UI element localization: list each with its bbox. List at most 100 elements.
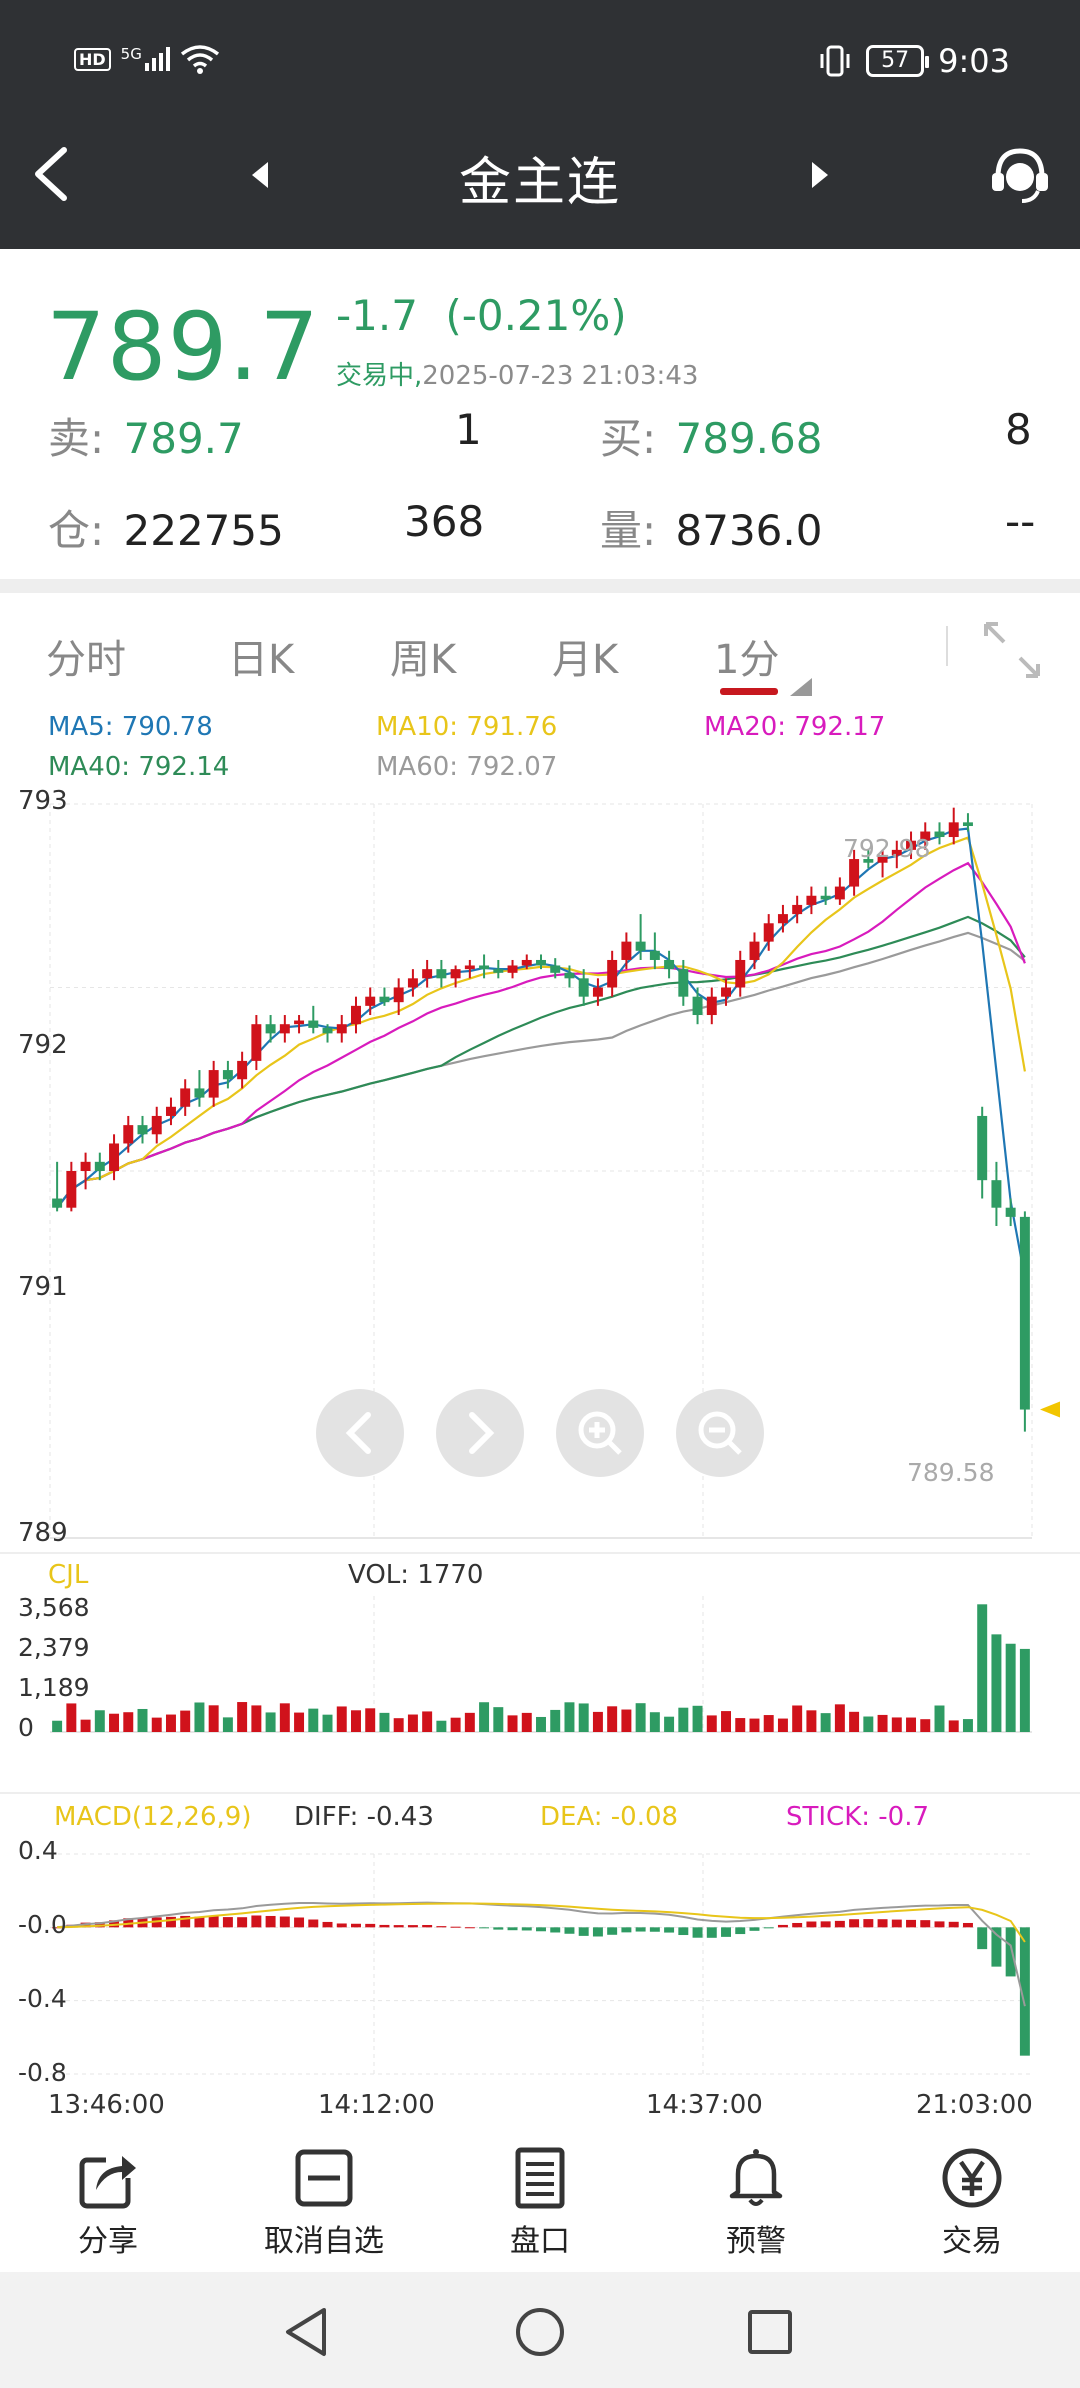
macd-stick: [464, 1927, 475, 1929]
macd-stick: [436, 1926, 447, 1928]
volume-axis-label: 0: [18, 1713, 34, 1742]
buy-price: 789.68: [675, 414, 823, 463]
sell-qty: 1: [455, 405, 482, 454]
tab-daily-k[interactable]: 日K: [228, 637, 295, 683]
volume-bar: [749, 1718, 760, 1732]
candle-body: [592, 987, 603, 997]
candle-body: [649, 950, 660, 960]
candle-body: [294, 1020, 305, 1025]
candle-body: [507, 965, 518, 973]
section-divider: [0, 579, 1080, 593]
system-back-icon[interactable]: [282, 2306, 330, 2358]
macd-stick: [820, 1921, 831, 1928]
volume-bar: [180, 1710, 191, 1732]
candle-body: [436, 969, 447, 979]
zoom-in-button[interactable]: [554, 1387, 646, 1479]
time-axis-label: 14:12:00: [318, 2090, 435, 2120]
share-button[interactable]: 分享: [28, 2146, 188, 2260]
volume-bar: [735, 1718, 746, 1732]
system-home-icon[interactable]: [514, 2306, 566, 2358]
candle-body: [1005, 1207, 1016, 1217]
diff-line: [56, 1901, 1026, 2007]
sell-price: 789.7: [123, 414, 244, 463]
volume-bar: [820, 1713, 831, 1732]
period-dropdown-icon[interactable]: [790, 678, 812, 696]
candle-body: [151, 1115, 162, 1135]
candle-body: [109, 1143, 120, 1171]
macd-stick: [649, 1927, 660, 1932]
volume-bar: [777, 1718, 788, 1732]
volume-bar: [977, 1604, 988, 1732]
volume-bar: [792, 1705, 803, 1732]
candle-body: [308, 1020, 319, 1028]
macd-stick: [180, 1915, 191, 1928]
volume-axis-label: 1,189: [18, 1673, 90, 1702]
tab-1min[interactable]: 1分: [714, 637, 780, 683]
alert-button[interactable]: 预警: [676, 2146, 836, 2260]
candle-body: [94, 1161, 105, 1171]
macd-title: MACD(12,26,9): [54, 1802, 252, 1832]
low-marker: 789.58: [907, 1458, 995, 1487]
macd-stick: [692, 1927, 703, 1938]
volume-bar: [991, 1634, 1002, 1732]
volume-bar: [706, 1715, 717, 1732]
zoom-out-button[interactable]: [674, 1387, 766, 1479]
ma10-line: [56, 836, 1026, 1209]
orderbook-button[interactable]: 盘口: [460, 2146, 620, 2260]
candle-body: [607, 959, 618, 988]
volume-bar: [962, 1719, 973, 1732]
ma20-line: [56, 861, 1026, 1209]
candle-body: [322, 1027, 333, 1034]
macd-stick: [393, 1925, 404, 1928]
volume-bar: [436, 1720, 447, 1732]
volume-bar: [948, 1720, 959, 1732]
price-axis-label: 793: [18, 786, 68, 816]
sell-label: 卖:: [48, 414, 105, 463]
candle-body: [735, 959, 746, 988]
macd-stick: [763, 1927, 774, 1929]
volume-bar: [906, 1717, 917, 1732]
macd-stick: [977, 1927, 988, 1950]
customer-service-icon[interactable]: [988, 143, 1052, 207]
system-nav-bar: [0, 2272, 1080, 2388]
macd-dea: DEA: -0.08: [540, 1802, 679, 1832]
volume-bar: [165, 1714, 176, 1732]
volume-bar: [578, 1703, 589, 1732]
macd-stick: [507, 1927, 518, 1931]
macd-stick: [621, 1927, 632, 1933]
scroll-right-button[interactable]: [434, 1387, 526, 1479]
system-recents-icon[interactable]: [746, 2308, 794, 2356]
macd-stick: [279, 1916, 290, 1928]
hd-icon: HD: [74, 47, 111, 71]
candle-body: [493, 969, 504, 973]
candlestick-chart[interactable]: [0, 790, 1080, 1550]
next-contract-icon[interactable]: [808, 160, 832, 190]
fullscreen-icon[interactable]: [980, 618, 1044, 682]
volume-bar: [849, 1711, 860, 1732]
ma10-label: MA10: 791.76: [376, 712, 558, 742]
candle-body: [464, 965, 475, 970]
volume-bar: [52, 1720, 63, 1732]
tab-monthly-k[interactable]: 月K: [552, 637, 619, 683]
macd-stick: [365, 1923, 376, 1928]
volume-bar: [763, 1715, 774, 1732]
macd-stick: [920, 1920, 931, 1928]
ma5-label: MA5: 790.78: [48, 712, 213, 742]
tab-timeshare[interactable]: 分时: [46, 637, 126, 683]
candle-body: [265, 1024, 276, 1034]
status-bar-right: 57 9:03: [818, 42, 1010, 80]
prev-contract-icon[interactable]: [248, 160, 272, 190]
trade-button[interactable]: 交易: [892, 2146, 1052, 2260]
volume-bar: [635, 1703, 646, 1732]
remove-favorite-label: 取消自选: [264, 2224, 384, 2259]
divider: [0, 1552, 1080, 1554]
tab-weekly-k[interactable]: 周K: [390, 637, 457, 683]
quote-panel: 789.7 -1.7 (-0.21%) 交易中,2025-07-23 21:03…: [0, 249, 1080, 579]
scroll-left-button[interactable]: [314, 1387, 406, 1479]
macd-stick: [550, 1927, 561, 1933]
orderbook-icon: [515, 2147, 565, 2209]
back-icon[interactable]: [28, 144, 72, 204]
remove-favorite-button[interactable]: 取消自选: [244, 2146, 404, 2260]
macd-stick: [777, 1924, 788, 1928]
macd-stick: [592, 1927, 603, 1937]
